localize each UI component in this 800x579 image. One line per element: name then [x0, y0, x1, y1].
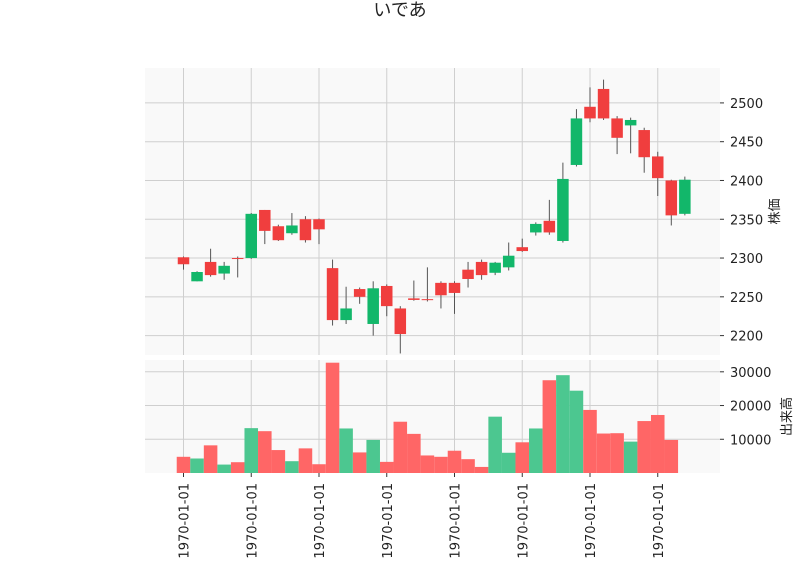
- volume-bar: [217, 464, 231, 473]
- candle-body: [204, 261, 217, 276]
- x-tick-label: 1970-01-01: [313, 483, 328, 559]
- volume-bar: [285, 461, 299, 473]
- volume-bar: [664, 439, 679, 473]
- candle-body: [353, 289, 366, 297]
- candle-body: [448, 282, 461, 293]
- candle-body: [679, 179, 691, 214]
- candle-body: [259, 209, 271, 231]
- candle-body: [638, 130, 650, 158]
- candle-body: [652, 156, 664, 179]
- candle-body: [665, 180, 678, 216]
- volume-bar: [407, 433, 421, 473]
- candle-body: [421, 299, 434, 301]
- candle-body: [381, 285, 393, 307]
- candle-body: [597, 88, 610, 119]
- candle-body: [191, 272, 203, 282]
- candle-body: [313, 219, 325, 230]
- candle-body: [177, 257, 190, 265]
- candle-body: [570, 118, 583, 165]
- chart-title: いであ: [373, 0, 427, 21]
- volume-bar: [515, 442, 530, 473]
- volume-ytick-label: 10000: [730, 433, 771, 448]
- volume-bar: [190, 458, 204, 473]
- volume-bar: [623, 441, 638, 473]
- candle-body: [489, 262, 501, 273]
- candle-body: [218, 265, 230, 274]
- candle-body: [475, 261, 488, 276]
- volume-bar: [434, 456, 448, 473]
- candle-body: [326, 268, 339, 321]
- price-ytick-label: 2200: [730, 330, 763, 345]
- volume-bar: [271, 450, 286, 473]
- x-tick-label: 1970-01-01: [381, 483, 396, 559]
- volume-bar: [420, 455, 435, 473]
- candle-body: [584, 106, 596, 119]
- candle-body: [245, 213, 257, 259]
- volume-ylabel: 出来高: [779, 397, 795, 436]
- candle-body: [340, 308, 352, 321]
- price-ytick-label: 2450: [730, 136, 763, 151]
- volume-bar: [583, 409, 597, 473]
- x-tick-label: 1970-01-01: [449, 483, 464, 559]
- candle-body: [367, 288, 379, 324]
- price-panel-bg: [145, 68, 720, 355]
- volume-bar: [298, 448, 313, 473]
- candle-body: [272, 226, 285, 241]
- volume-bar: [393, 421, 408, 473]
- volume-bar: [379, 461, 394, 473]
- volume-bar: [447, 450, 462, 473]
- volume-ytick-label: 30000: [730, 366, 771, 381]
- volume-bar: [569, 390, 584, 473]
- volume-bar: [203, 445, 218, 473]
- volume-bar: [650, 414, 665, 473]
- price-ylabel: 株価: [768, 198, 783, 224]
- volume-bar: [488, 416, 502, 473]
- volume-ytick-label: 20000: [730, 400, 771, 415]
- candle-body: [611, 118, 623, 138]
- volume-bar: [352, 452, 367, 473]
- candle-body: [502, 255, 515, 268]
- volume-bar: [461, 459, 475, 473]
- volume-bar: [596, 433, 611, 473]
- volume-bar: [610, 433, 624, 473]
- volume-bar: [325, 362, 340, 473]
- candle-body: [394, 308, 407, 335]
- x-tick-label: 1970-01-01: [178, 483, 193, 559]
- volume-bar: [366, 439, 380, 473]
- candle-body: [299, 219, 312, 241]
- candle-body: [462, 269, 474, 279]
- candle-body: [231, 258, 244, 260]
- x-tick-label: 1970-01-01: [584, 483, 599, 559]
- price-ytick-label: 2350: [730, 213, 763, 228]
- volume-bar: [556, 375, 570, 473]
- x-tick-label: 1970-01-01: [652, 483, 667, 559]
- candle-body: [557, 178, 569, 241]
- volume-bar: [312, 464, 326, 473]
- price-ytick-label: 2300: [730, 252, 763, 267]
- candle-body: [516, 247, 528, 252]
- candle-body: [530, 223, 542, 233]
- volume-bar: [474, 466, 489, 473]
- volume-bar: [501, 452, 516, 473]
- volume-bar: [230, 462, 245, 473]
- price-ytick-label: 2400: [730, 174, 763, 189]
- x-tick-label: 1970-01-01: [516, 483, 531, 559]
- candle-body: [624, 119, 637, 126]
- candle-body: [286, 225, 298, 234]
- volume-bar: [529, 428, 543, 473]
- price-ytick-label: 2250: [730, 291, 763, 306]
- candle-body: [408, 298, 420, 300]
- candle-body: [435, 282, 447, 296]
- price-ytick-label: 2500: [730, 97, 763, 112]
- volume-bar: [339, 428, 353, 473]
- x-tick-label: 1970-01-01: [245, 483, 260, 559]
- volume-bar: [637, 421, 651, 473]
- volume-bar: [542, 380, 557, 473]
- volume-bar: [258, 431, 272, 473]
- volume-bar: [176, 456, 191, 473]
- volume-bar: [244, 428, 259, 473]
- candle-body: [543, 220, 556, 233]
